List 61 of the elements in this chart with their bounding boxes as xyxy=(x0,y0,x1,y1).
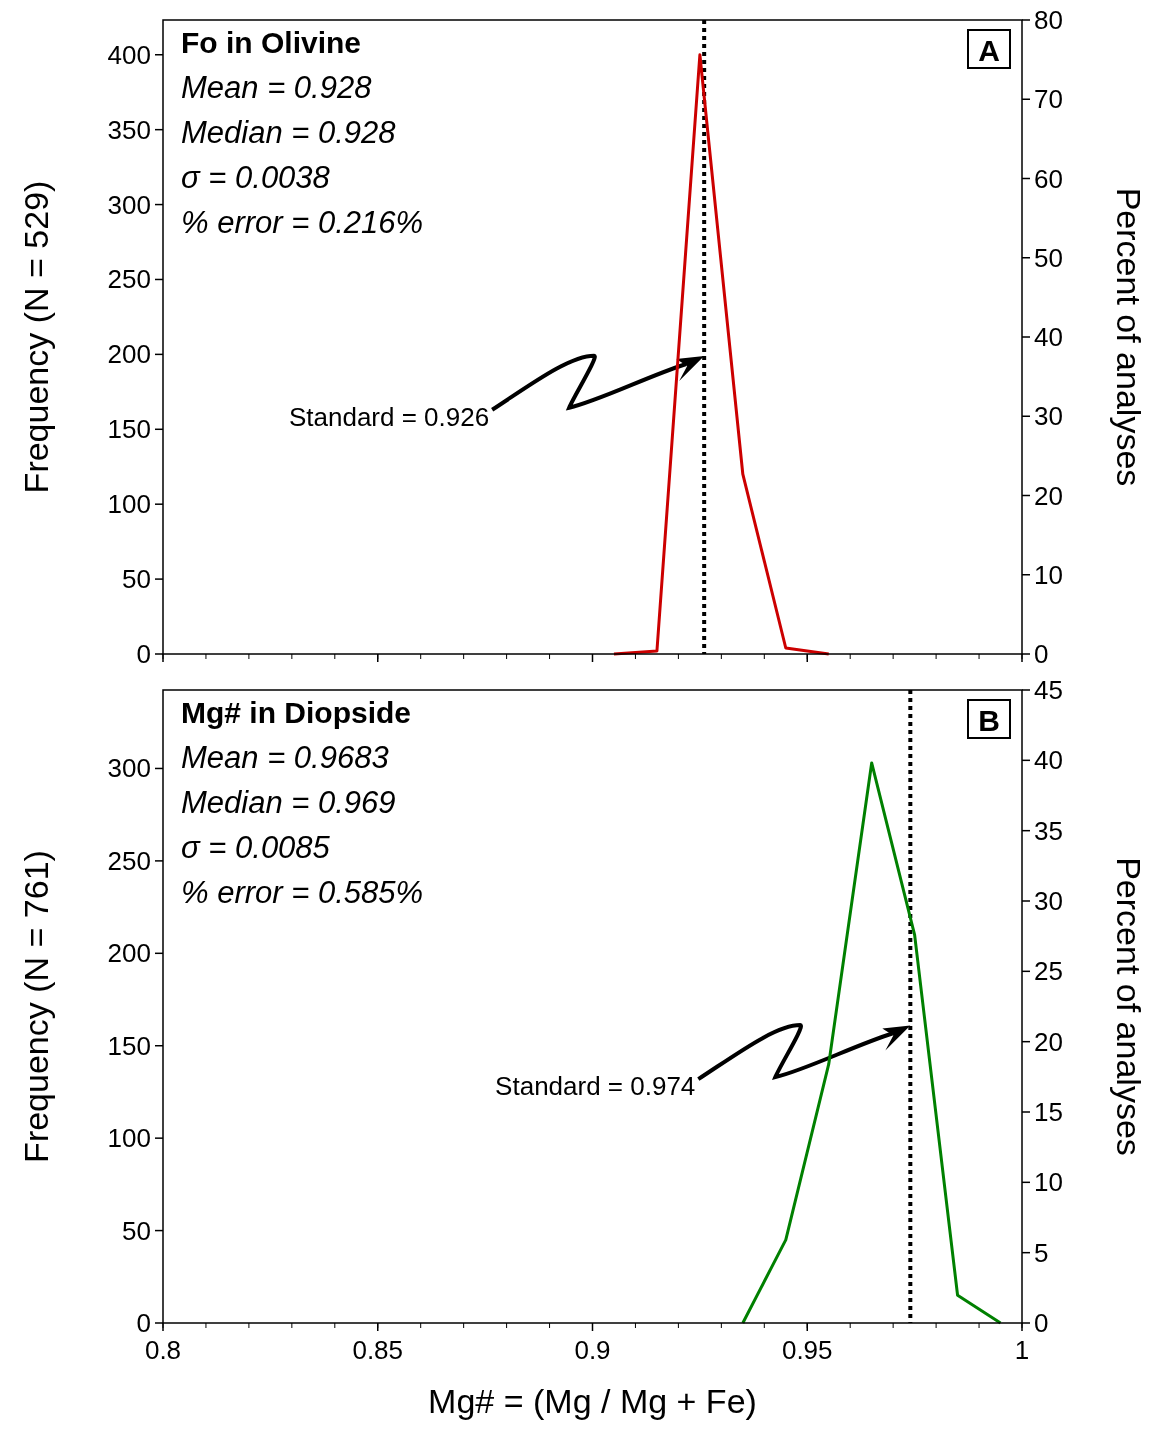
y-tick-label: 150 xyxy=(107,414,151,445)
y2-tick-label: 80 xyxy=(1034,5,1063,35)
y2-tick-label: 70 xyxy=(1034,84,1063,115)
line-series xyxy=(741,761,1003,1325)
y-tick-label: 250 xyxy=(107,845,151,876)
ref-line-label: Standard = 0.974 xyxy=(495,1071,696,1102)
annotation: % error = 0.216% xyxy=(181,205,424,240)
y-tick-label: 0 xyxy=(136,639,151,669)
y2-tick-label: 50 xyxy=(1034,242,1063,273)
y-axis-title: Frequency (N = 761) xyxy=(17,850,55,1163)
y-tick-label: 400 xyxy=(107,39,151,70)
line-series xyxy=(612,53,831,656)
x-tick-label: 0.8 xyxy=(144,1335,182,1365)
y-tick-label: 200 xyxy=(107,938,151,969)
y-tick-label: 0 xyxy=(136,1308,151,1338)
y2-tick-label: 5 xyxy=(1034,1237,1049,1268)
y-tick-label: 50 xyxy=(122,1215,151,1246)
y2-tick-label: 15 xyxy=(1034,1097,1063,1127)
annotation: σ = 0.0038 xyxy=(181,160,331,195)
y-tick-label: 300 xyxy=(107,753,151,784)
y2-tick-label: 0 xyxy=(1034,639,1049,669)
chart-title: Mg# in Diopside xyxy=(181,696,412,729)
y2-axis-title: Percent of analyses xyxy=(1110,857,1148,1156)
annotation: % error = 0.585% xyxy=(181,875,424,910)
y-tick-label: 200 xyxy=(107,339,151,370)
y2-tick-label: 35 xyxy=(1034,815,1063,846)
y2-axis-title: Percent of analyses xyxy=(1110,187,1148,487)
y2-tick-label: 30 xyxy=(1034,886,1063,916)
x-tick-label: 0.95 xyxy=(781,1335,833,1365)
x-tick-label: 0.85 xyxy=(352,1335,404,1365)
y2-tick-label: 20 xyxy=(1034,480,1063,511)
y2-tick-label: 10 xyxy=(1034,1167,1063,1198)
y-tick-label: 50 xyxy=(122,564,151,595)
y2-tick-label: 40 xyxy=(1034,745,1063,776)
y-tick-label: 250 xyxy=(107,264,151,295)
annotation: σ = 0.0085 xyxy=(181,830,331,865)
annotation: Mean = 0.9683 xyxy=(181,740,389,775)
x-axis-title: Mg# = (Mg / Mg + Fe) xyxy=(428,1382,757,1420)
y2-tick-label: 30 xyxy=(1034,401,1063,432)
x-tick-label: 1 xyxy=(1014,1335,1030,1365)
y-tick-label: 350 xyxy=(107,114,151,145)
y2-tick-label: 60 xyxy=(1034,163,1063,194)
annotation: B xyxy=(978,704,1000,737)
chart-title: Fo in Olivine xyxy=(181,26,362,59)
y2-tick-label: 20 xyxy=(1034,1026,1063,1057)
y2-tick-label: 0 xyxy=(1034,1308,1049,1338)
annotation: Mean = 0.928 xyxy=(181,70,373,105)
y-axis-title: Frequency (N = 529) xyxy=(17,180,55,494)
y-tick-label: 150 xyxy=(107,1030,151,1061)
y-tick-label: 100 xyxy=(107,489,151,520)
y2-tick-label: 10 xyxy=(1034,559,1063,590)
annotation: Median = 0.928 xyxy=(181,115,397,150)
annotation: A xyxy=(978,34,1000,67)
annotation: Median = 0.969 xyxy=(181,785,396,820)
y2-tick-label: 40 xyxy=(1034,322,1063,352)
ref-line-label: Standard = 0.926 xyxy=(288,401,490,432)
y2-tick-label: 25 xyxy=(1034,956,1063,987)
y-tick-label: 300 xyxy=(107,189,151,220)
y-tick-label: 100 xyxy=(107,1123,151,1154)
y2-tick-label: 45 xyxy=(1034,675,1063,705)
x-tick-label: 0.9 xyxy=(574,1335,611,1365)
